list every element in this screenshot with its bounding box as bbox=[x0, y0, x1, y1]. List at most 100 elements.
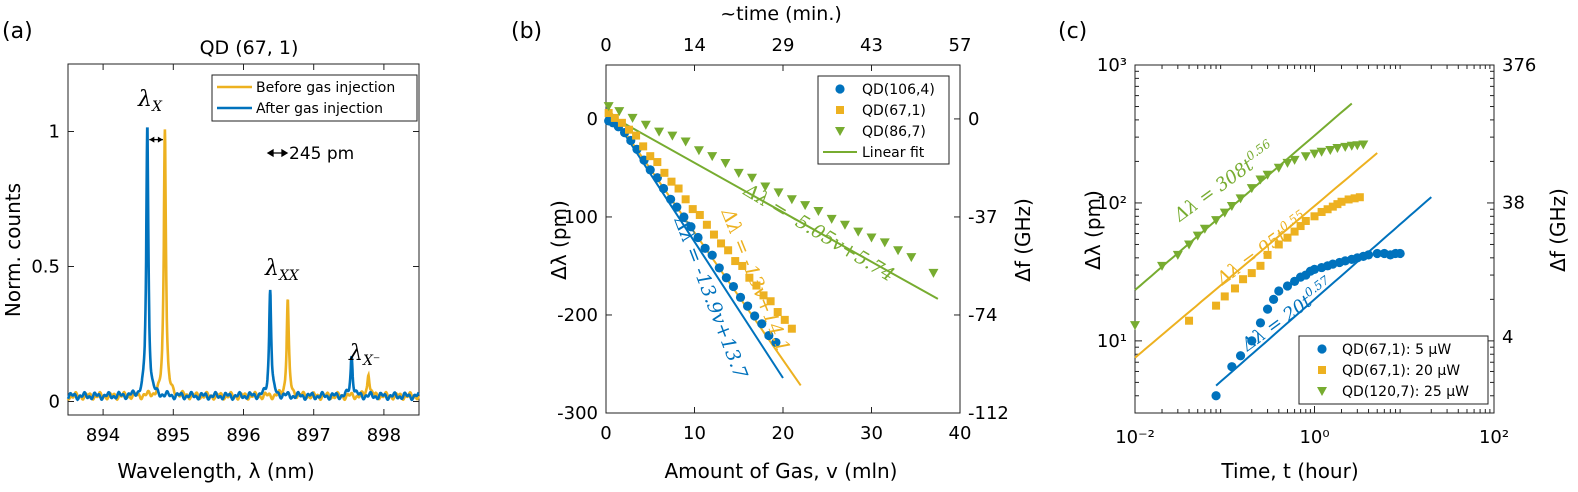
data-point bbox=[1395, 248, 1405, 259]
data-point bbox=[747, 173, 758, 183]
data-point bbox=[738, 261, 747, 270]
data-point bbox=[1350, 194, 1359, 203]
panel-c-xlabel: Time, t (hour) bbox=[1220, 459, 1358, 483]
right-y-tick-label: -74 bbox=[968, 305, 997, 326]
green-fit-equation-exponent: 0.56 bbox=[1243, 136, 1273, 163]
data-point bbox=[879, 238, 890, 248]
data-point bbox=[826, 214, 837, 224]
fit-line bbox=[1134, 152, 1378, 359]
legend: QD(67,1): 5 μW QD(67,1): 20 μW QD(120,7): … bbox=[1298, 335, 1489, 405]
x-tick-label: 896 bbox=[226, 425, 260, 446]
splitting-arrow-heads bbox=[149, 136, 163, 143]
x-tick-label: 30 bbox=[860, 423, 883, 444]
data-point bbox=[614, 107, 625, 117]
data-point bbox=[1247, 269, 1256, 278]
data-point bbox=[1212, 301, 1221, 310]
data-point bbox=[1273, 163, 1284, 173]
x-tick-label: 10 bbox=[683, 423, 706, 444]
data-point bbox=[1340, 142, 1351, 152]
data-point bbox=[1300, 152, 1311, 162]
data-point bbox=[1192, 231, 1203, 241]
data-point bbox=[1325, 145, 1336, 155]
y-tick-label: 10¹ bbox=[1097, 331, 1127, 352]
data-point bbox=[1262, 304, 1273, 314]
data-point bbox=[660, 168, 669, 177]
data-point bbox=[759, 291, 768, 300]
legend: Before gas injection After gas injection bbox=[211, 74, 418, 122]
data-point bbox=[640, 120, 651, 130]
legend-entry: QD(120,7): 25 μW bbox=[1342, 384, 1469, 400]
legend-entry: QD(67,1) bbox=[862, 103, 926, 119]
data-point bbox=[752, 281, 761, 290]
data-point bbox=[717, 239, 726, 248]
data-point bbox=[681, 195, 690, 204]
data-point bbox=[720, 159, 731, 169]
y-tick-label: -100 bbox=[557, 207, 598, 228]
data-point bbox=[1363, 250, 1374, 260]
data-point bbox=[1184, 240, 1195, 250]
legend-swatch bbox=[1318, 366, 1326, 374]
data-point bbox=[1289, 155, 1300, 165]
data-point bbox=[764, 330, 774, 341]
data-point bbox=[700, 243, 710, 253]
panel-c-right-ylabel: Δf (GHz) bbox=[1546, 188, 1570, 272]
legend-entry: Linear fit bbox=[862, 145, 925, 161]
data-point bbox=[688, 205, 697, 214]
x-tick-label: 10² bbox=[1479, 427, 1509, 448]
data-point bbox=[743, 301, 753, 311]
data-point bbox=[1262, 170, 1273, 180]
data-point bbox=[839, 220, 850, 230]
data-point bbox=[728, 281, 739, 292]
x-tick-label: 895 bbox=[156, 425, 190, 446]
data-point bbox=[1316, 147, 1327, 157]
data-point bbox=[813, 207, 824, 217]
data-point bbox=[1309, 264, 1320, 274]
data-point bbox=[1226, 202, 1237, 212]
lambda-xx-label: λXX bbox=[264, 256, 300, 284]
scale-arrow bbox=[266, 148, 289, 158]
data-point bbox=[760, 182, 771, 192]
data-point bbox=[724, 246, 733, 255]
data-point bbox=[1220, 292, 1229, 301]
top-x-tick-label: 0 bbox=[600, 35, 611, 56]
data-point bbox=[652, 173, 662, 183]
data-point bbox=[1283, 233, 1292, 242]
y-tick-label: 10³ bbox=[1097, 55, 1127, 76]
data-point bbox=[1282, 281, 1293, 291]
data-point bbox=[1332, 144, 1343, 154]
x-tick-label: 898 bbox=[367, 425, 401, 446]
lambda-xminus-label-subscript: X⁻ bbox=[362, 353, 380, 369]
lambda-xx-label-subscript: XX bbox=[278, 268, 300, 284]
data-point bbox=[1255, 318, 1266, 328]
right-y-tick-label: 0 bbox=[968, 109, 979, 130]
data-point bbox=[928, 268, 939, 278]
data-point bbox=[686, 222, 696, 232]
data-point bbox=[721, 273, 731, 283]
data-point bbox=[714, 263, 724, 273]
legend-swatch bbox=[835, 127, 845, 136]
data-point bbox=[695, 210, 704, 219]
panel-b-label: (b) bbox=[511, 19, 542, 44]
fit-line bbox=[1215, 196, 1432, 387]
data-point bbox=[645, 165, 655, 175]
panel-b-ylabel: Δλ (pm) bbox=[547, 200, 571, 280]
data-point bbox=[780, 315, 789, 324]
data-point bbox=[1355, 193, 1364, 202]
y-tick-label: 0.5 bbox=[31, 257, 60, 278]
data-point bbox=[707, 152, 718, 162]
data-point bbox=[1282, 158, 1293, 168]
data-point bbox=[1333, 200, 1342, 209]
data-point bbox=[667, 131, 678, 141]
data-point bbox=[1256, 261, 1265, 270]
data-point bbox=[773, 308, 782, 317]
lambda-xminus-label: λX⁻ bbox=[348, 341, 380, 369]
legend-swatch bbox=[1317, 344, 1327, 354]
data-point bbox=[1309, 149, 1320, 159]
data-point bbox=[1358, 140, 1369, 150]
data-point bbox=[1317, 207, 1326, 216]
data-point bbox=[693, 146, 704, 156]
data-point bbox=[654, 127, 665, 137]
data-point bbox=[1227, 362, 1237, 372]
data-point bbox=[646, 152, 655, 161]
y-tick-label: 0 bbox=[49, 392, 60, 413]
